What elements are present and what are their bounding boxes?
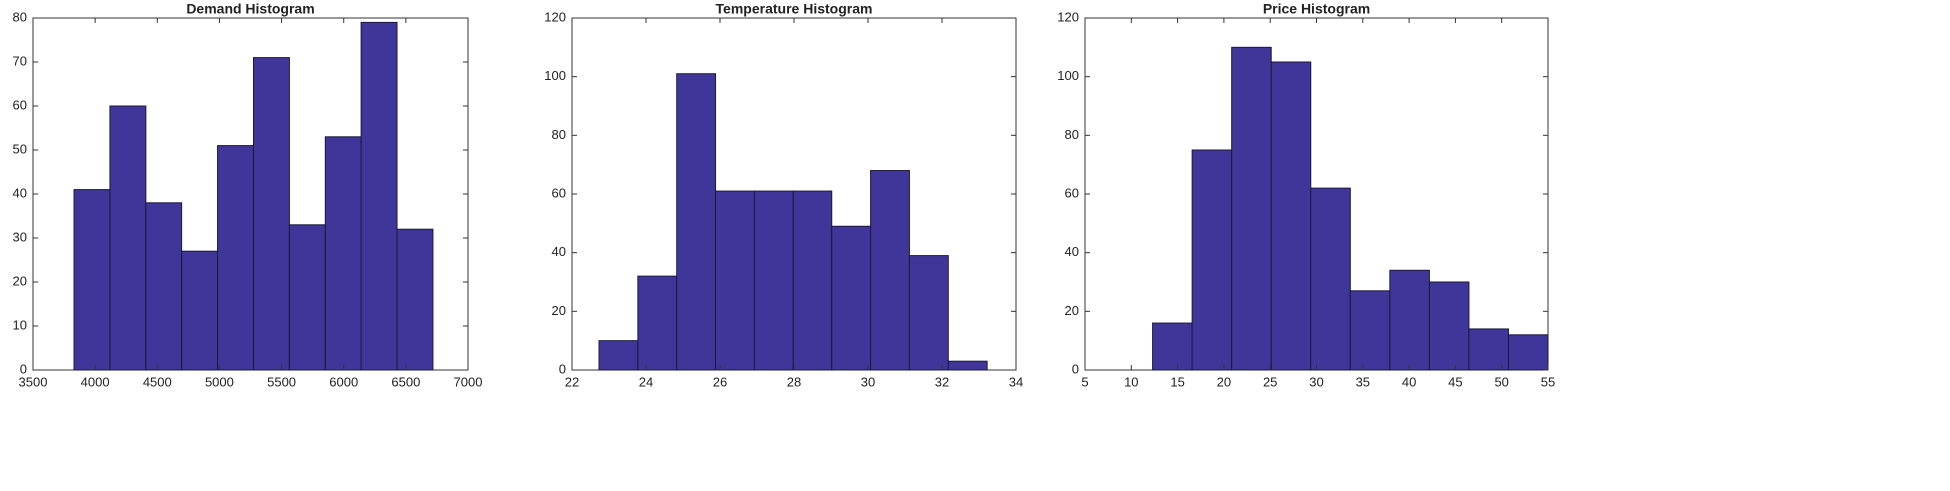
chart-title: Demand Histogram: [186, 1, 314, 17]
x-tick-label: 5: [1081, 374, 1088, 389]
bar: [1152, 322, 1193, 371]
x-tick-label: 35: [1356, 374, 1370, 389]
chart-title: Temperature Histogram: [716, 1, 873, 17]
bar: [1310, 187, 1351, 371]
bar: [1428, 281, 1470, 371]
x-tick-label: 40: [1402, 374, 1416, 389]
y-tick-label: 50: [13, 141, 27, 156]
bar: [396, 228, 434, 371]
bar: [753, 190, 794, 371]
x-tick-label: 34: [1009, 374, 1023, 389]
bar: [324, 136, 362, 371]
y-tick-label: 120: [544, 9, 566, 24]
bar: [792, 190, 833, 371]
bar: [870, 170, 910, 371]
x-tick-label: 45: [1448, 374, 1462, 389]
x-tick-label: 6500: [391, 374, 420, 389]
bar: [598, 340, 639, 371]
y-tick-label: 40: [13, 185, 27, 200]
bar: [1507, 334, 1549, 371]
x-tick-label: 4500: [143, 374, 172, 389]
x-tick-label: 30: [1309, 374, 1323, 389]
y-tick-label: 80: [552, 127, 566, 142]
bar: [73, 189, 111, 371]
bar: [831, 225, 872, 371]
x-tick-label: 25: [1263, 374, 1277, 389]
bar: [1468, 328, 1509, 371]
x-tick-label: 28: [787, 374, 801, 389]
y-tick-label: 30: [13, 229, 27, 244]
bar: [360, 21, 398, 371]
y-tick-label: 20: [1065, 303, 1079, 318]
x-tick-label: 55: [1541, 374, 1555, 389]
y-tick-label: 100: [544, 68, 566, 83]
bar: [676, 73, 717, 371]
x-tick-label: 5500: [267, 374, 296, 389]
y-tick-label: 20: [552, 303, 566, 318]
x-tick-label: 7000: [454, 374, 483, 389]
bar: [217, 145, 254, 371]
bar: [1191, 149, 1233, 371]
bar: [109, 105, 147, 371]
bar: [288, 224, 326, 371]
x-tick-label: 20: [1217, 374, 1231, 389]
y-tick-label: 10: [13, 317, 27, 332]
x-tick-label: 6000: [329, 374, 358, 389]
x-tick-label: 30: [861, 374, 875, 389]
x-tick-label: 22: [565, 374, 579, 389]
x-tick-label: 3500: [19, 374, 48, 389]
chart-title: Price Histogram: [1263, 1, 1370, 17]
x-tick-label: 50: [1494, 374, 1508, 389]
y-tick-label: 80: [13, 9, 27, 24]
bar: [1349, 290, 1391, 371]
y-tick-label: 100: [1057, 68, 1079, 83]
bar: [1389, 269, 1430, 371]
x-tick-label: 15: [1170, 374, 1184, 389]
y-tick-label: 0: [559, 361, 566, 376]
x-tick-label: 26: [713, 374, 727, 389]
y-tick-label: 40: [552, 244, 566, 259]
bar: [1270, 61, 1312, 371]
bar: [252, 57, 290, 371]
y-tick-label: 0: [1072, 361, 1079, 376]
x-tick-label: 10: [1124, 374, 1138, 389]
y-tick-label: 70: [13, 53, 27, 68]
bar: [181, 250, 219, 371]
y-tick-label: 60: [552, 185, 566, 200]
bar: [947, 360, 988, 371]
y-tick-label: 120: [1057, 9, 1079, 24]
x-tick-label: 5000: [205, 374, 234, 389]
y-tick-label: 60: [13, 97, 27, 112]
x-tick-label: 32: [935, 374, 949, 389]
y-tick-label: 20: [13, 273, 27, 288]
y-tick-label: 80: [1065, 127, 1079, 142]
bar: [637, 275, 678, 371]
x-tick-label: 24: [639, 374, 653, 389]
x-tick-label: 4000: [81, 374, 110, 389]
y-tick-label: 60: [1065, 185, 1079, 200]
bar: [715, 190, 755, 371]
bar: [1231, 46, 1272, 371]
bar: [145, 202, 183, 371]
y-tick-label: 0: [20, 361, 27, 376]
y-tick-label: 40: [1065, 244, 1079, 259]
bar: [908, 255, 949, 371]
